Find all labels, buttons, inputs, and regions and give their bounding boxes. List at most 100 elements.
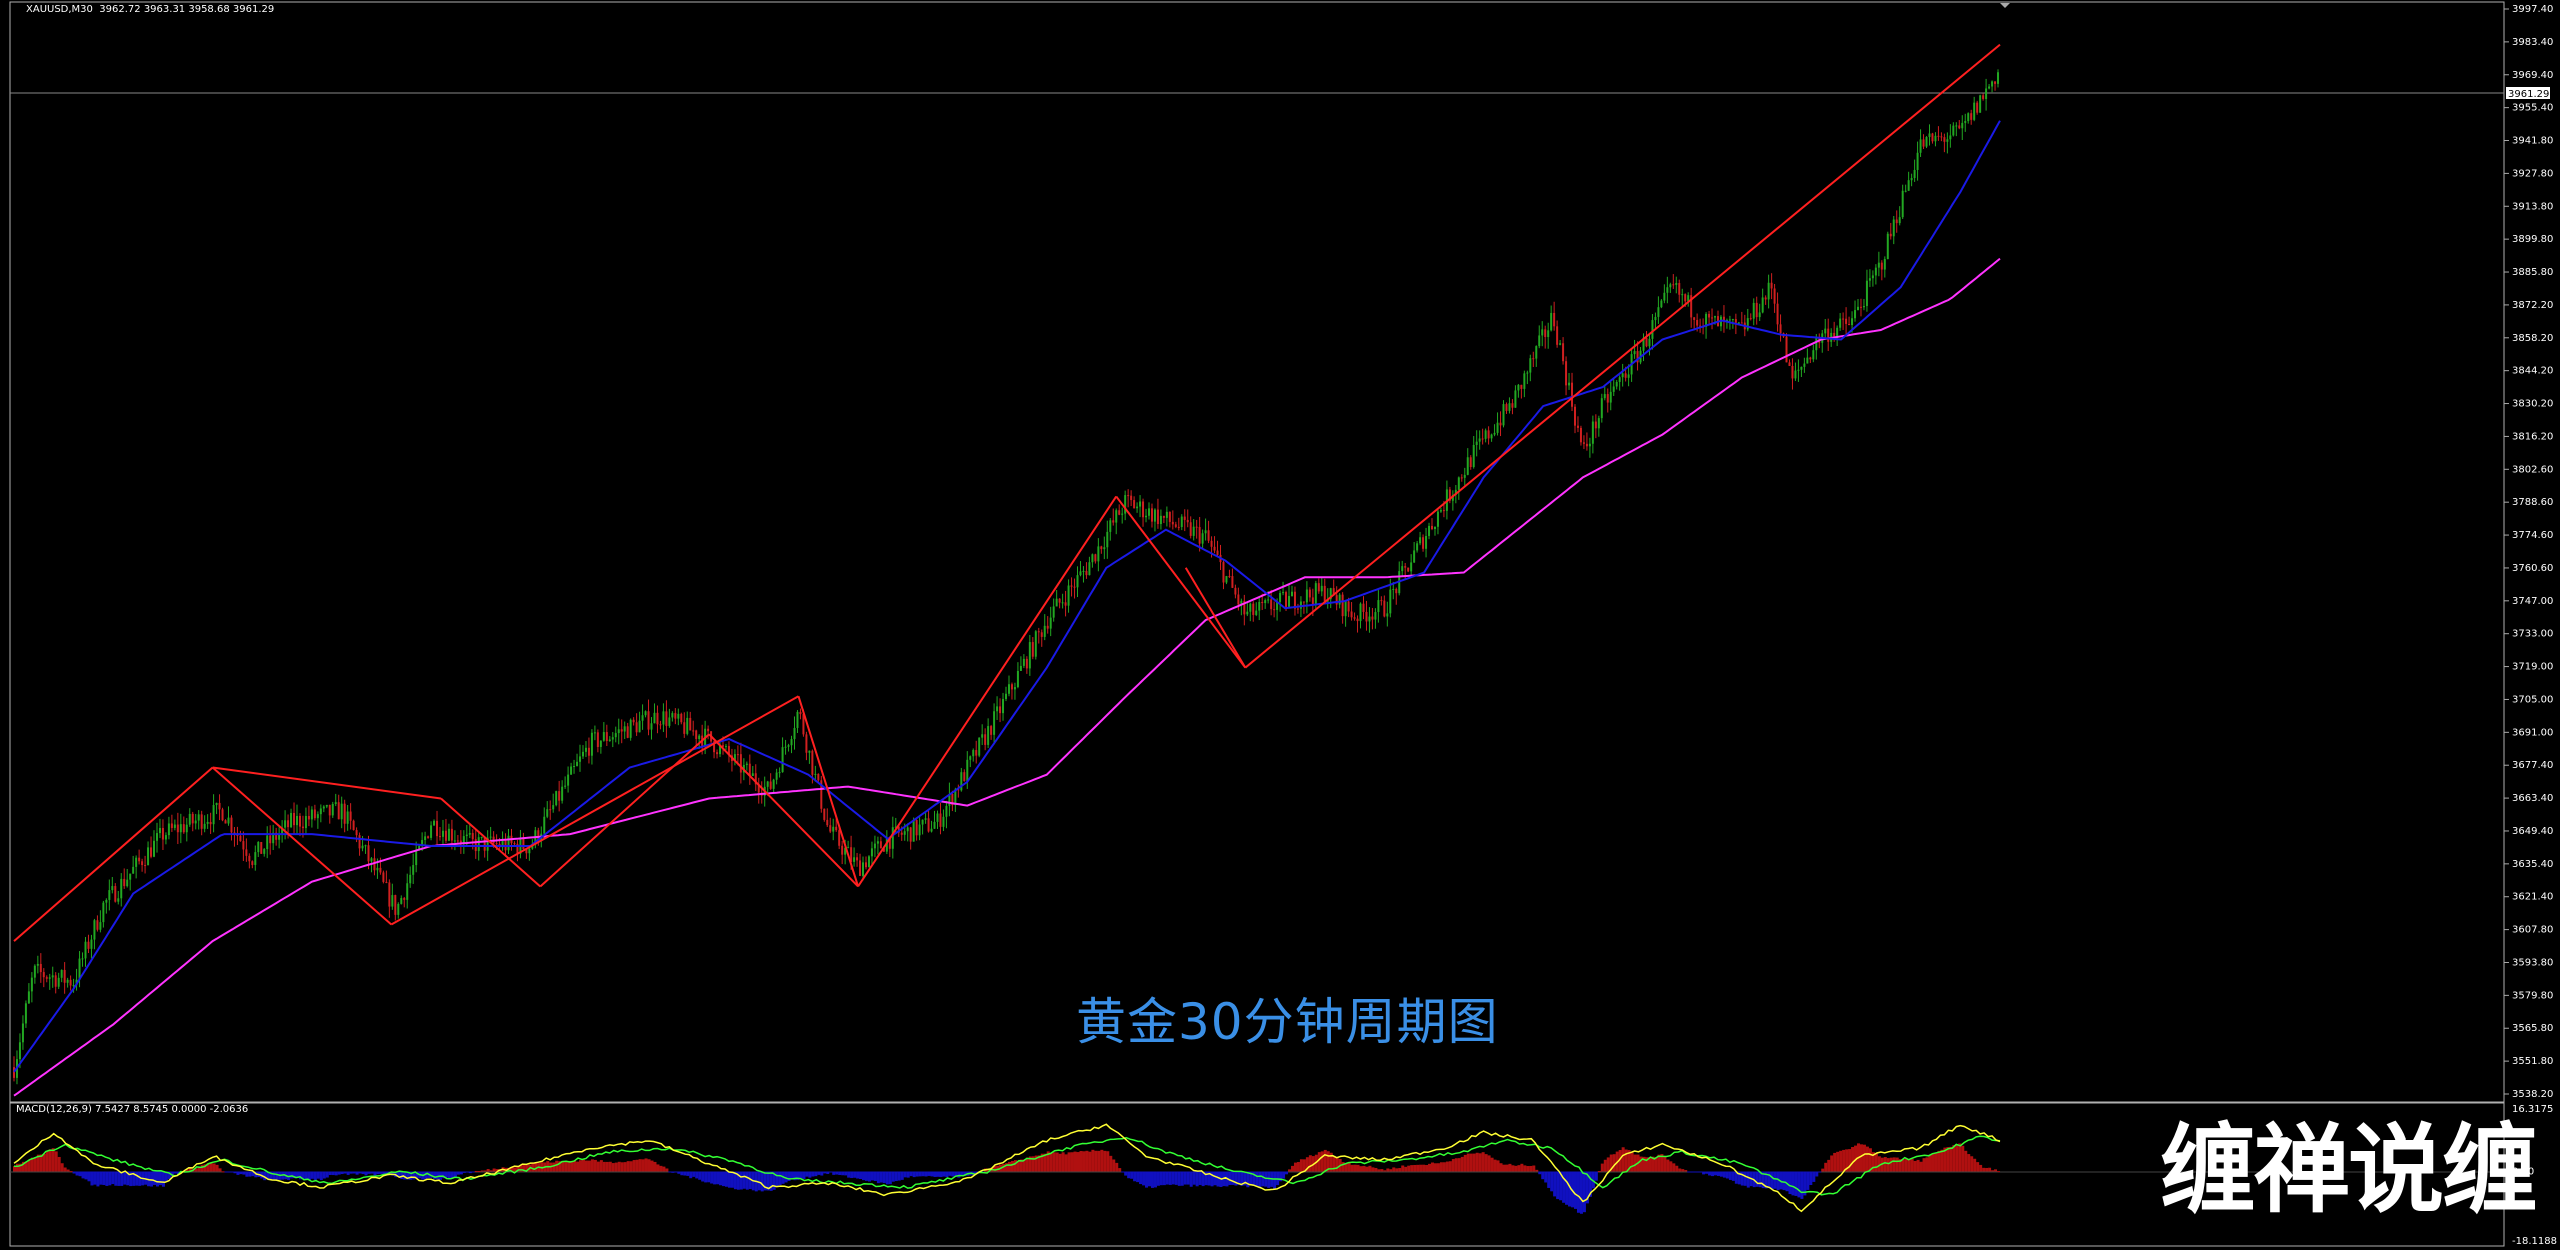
candle-body — [1034, 631, 1037, 657]
candle-body — [564, 785, 567, 787]
macd-histogram-bar — [111, 1171, 115, 1185]
macd-histogram-bar — [1761, 1171, 1765, 1189]
candle-body — [677, 713, 680, 719]
candle-body — [1645, 337, 1648, 347]
candle-body — [1010, 684, 1013, 690]
macd-histogram-bar — [659, 1165, 663, 1172]
scroll-marker-icon[interactable] — [2000, 3, 2010, 8]
macd-histogram-bar — [1553, 1171, 1557, 1197]
candle-body — [349, 811, 352, 821]
candle-body — [733, 754, 736, 762]
macd-histogram-bar — [1228, 1171, 1232, 1185]
candle-body — [153, 840, 156, 857]
macd-histogram-bar — [1109, 1155, 1113, 1172]
macd-histogram-bar — [1970, 1156, 1974, 1172]
macd-histogram-bar — [1267, 1171, 1271, 1188]
candle-body — [1880, 262, 1883, 270]
candle-body — [1264, 600, 1267, 604]
candle-body — [1064, 602, 1067, 606]
macd-histogram-bar — [1585, 1171, 1589, 1204]
candle-body — [1678, 283, 1681, 295]
macd-histogram-bar — [1493, 1159, 1497, 1172]
macd-histogram-bar — [939, 1171, 943, 1178]
candle-body — [1481, 438, 1484, 440]
candle-body — [254, 852, 257, 865]
macd-histogram-bar — [1246, 1171, 1250, 1188]
macd-axis-top-label: 16.3175 — [2512, 1104, 2553, 1115]
macd-histogram-bar — [1425, 1164, 1429, 1172]
candle-body — [403, 898, 406, 900]
macd-histogram-bar — [93, 1171, 97, 1185]
macd-histogram-bar — [1216, 1171, 1220, 1187]
macd-histogram-bar — [1642, 1156, 1646, 1172]
macd-histogram-bar — [1398, 1168, 1402, 1172]
macd-histogram-bar — [829, 1171, 833, 1173]
price-tick-label: 3872.20 — [2512, 300, 2553, 311]
macd-histogram-bar — [698, 1171, 702, 1180]
candle-body — [206, 821, 209, 824]
candle-body — [105, 899, 108, 903]
macd-histogram-bar — [245, 1171, 249, 1177]
macd-histogram-bar — [838, 1171, 842, 1175]
macd-histogram-bar — [799, 1171, 803, 1179]
candle-body — [1731, 319, 1734, 321]
macd-histogram-bar — [1329, 1152, 1333, 1172]
candle-body — [1568, 382, 1571, 386]
macd-histogram-bar — [1091, 1149, 1095, 1172]
macd-histogram-bar — [787, 1171, 791, 1181]
macd-histogram-bar — [1731, 1171, 1735, 1181]
candle-body — [1395, 588, 1398, 594]
macd-histogram-bar — [1576, 1171, 1580, 1213]
macd-histogram-bar — [1007, 1161, 1011, 1172]
candle-body — [155, 833, 158, 841]
candle-body — [638, 720, 641, 733]
macd-histogram-bar — [993, 1165, 997, 1172]
macd-histogram-bar — [1943, 1147, 1947, 1172]
candle-body — [1448, 489, 1451, 501]
candle-body — [1323, 585, 1326, 602]
candle-body — [1827, 328, 1830, 342]
candle-body — [185, 824, 188, 833]
macd-histogram-bar — [510, 1167, 514, 1172]
macd-histogram-bar — [1243, 1171, 1247, 1186]
candle-body — [1389, 589, 1392, 614]
candle-body — [161, 827, 164, 840]
macd-histogram-bar — [1931, 1153, 1935, 1172]
macd-histogram-bar — [1845, 1149, 1849, 1172]
macd-histogram-bar — [1386, 1168, 1390, 1172]
candle-body — [1055, 598, 1058, 607]
macd-histogram-bar — [713, 1171, 717, 1185]
candle-body — [1943, 137, 1946, 142]
candle-body — [620, 729, 623, 732]
candle-body — [1484, 430, 1487, 439]
macd-histogram-bar — [1058, 1153, 1062, 1172]
price-tick-label: 3663.40 — [2512, 793, 2553, 804]
candle-body — [1198, 526, 1201, 544]
macd-histogram-bar — [784, 1171, 788, 1183]
candle-body — [212, 805, 215, 825]
macd-histogram-bar — [117, 1171, 121, 1186]
candle-body — [316, 814, 319, 819]
candle-body — [1857, 306, 1860, 311]
candle-body — [1338, 594, 1341, 605]
candle-body — [1168, 511, 1171, 522]
candle-body — [421, 840, 424, 846]
candle-body — [200, 814, 203, 829]
macd-histogram-bar — [1079, 1151, 1083, 1172]
macd-histogram-bar — [1597, 1170, 1601, 1172]
macd-histogram-bar — [1052, 1152, 1056, 1172]
macd-histogram-bar — [1916, 1159, 1920, 1172]
macd-histogram-bar — [1499, 1163, 1503, 1172]
candle-body — [1791, 365, 1794, 379]
macd-histogram-bar — [1836, 1151, 1840, 1172]
macd-histogram-bar — [772, 1171, 776, 1190]
candle-body — [611, 737, 614, 740]
candle-body — [1386, 613, 1389, 617]
macd-histogram-bar — [1862, 1144, 1866, 1172]
macd-histogram-bar — [561, 1160, 565, 1172]
macd-histogram-bar — [1690, 1171, 1694, 1173]
candle-body — [1612, 386, 1615, 392]
macd-histogram-bar — [1892, 1157, 1896, 1172]
macd-histogram-bar — [739, 1171, 743, 1190]
